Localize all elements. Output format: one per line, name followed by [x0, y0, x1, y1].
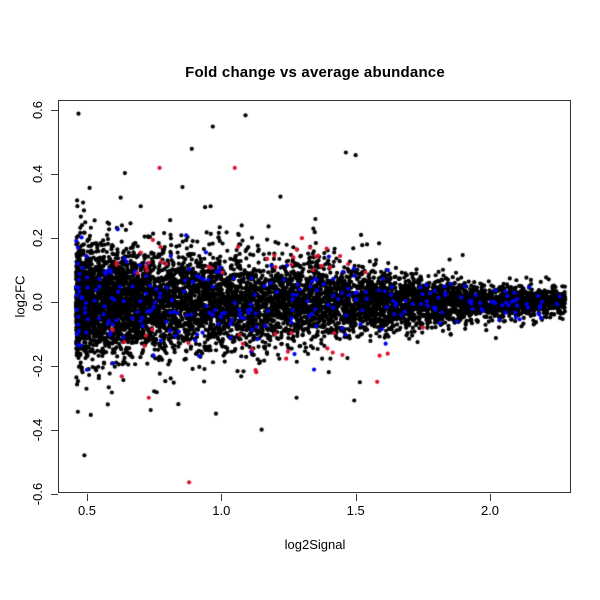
- y-tick: [51, 365, 58, 367]
- y-tick: [51, 302, 58, 303]
- y-tick-label: 0.0: [30, 292, 45, 312]
- x-tick: [490, 494, 491, 501]
- plot-box: [58, 100, 571, 493]
- y-tick-label: -0.4: [30, 418, 45, 441]
- x-tick-label: 0.5: [77, 503, 97, 518]
- x-tick: [221, 494, 223, 501]
- y-tick-label: -0.2: [30, 354, 45, 378]
- x-axis-label: log2Signal: [284, 537, 346, 552]
- y-tick: [51, 174, 58, 176]
- y-axis-label: log2FC: [12, 275, 28, 318]
- y-tick: [51, 238, 58, 240]
- y-tick-label: 0.2: [30, 229, 45, 248]
- y-tick-label: 0.4: [30, 165, 45, 184]
- x-tick-label: 1.5: [346, 503, 365, 518]
- y-tick: [51, 493, 58, 495]
- x-tick: [355, 494, 357, 501]
- x-tick-label: 2.0: [480, 503, 500, 518]
- y-tick: [51, 429, 58, 431]
- y-tick: [51, 110, 58, 112]
- x-tick: [87, 494, 88, 501]
- y-tick-label: -0.6: [30, 482, 45, 505]
- x-tick-label: 1.0: [212, 503, 231, 518]
- y-tick-label: 0.6: [30, 101, 45, 120]
